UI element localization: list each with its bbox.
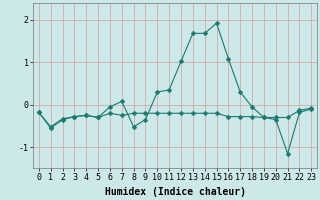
X-axis label: Humidex (Indice chaleur): Humidex (Indice chaleur) — [105, 187, 245, 197]
